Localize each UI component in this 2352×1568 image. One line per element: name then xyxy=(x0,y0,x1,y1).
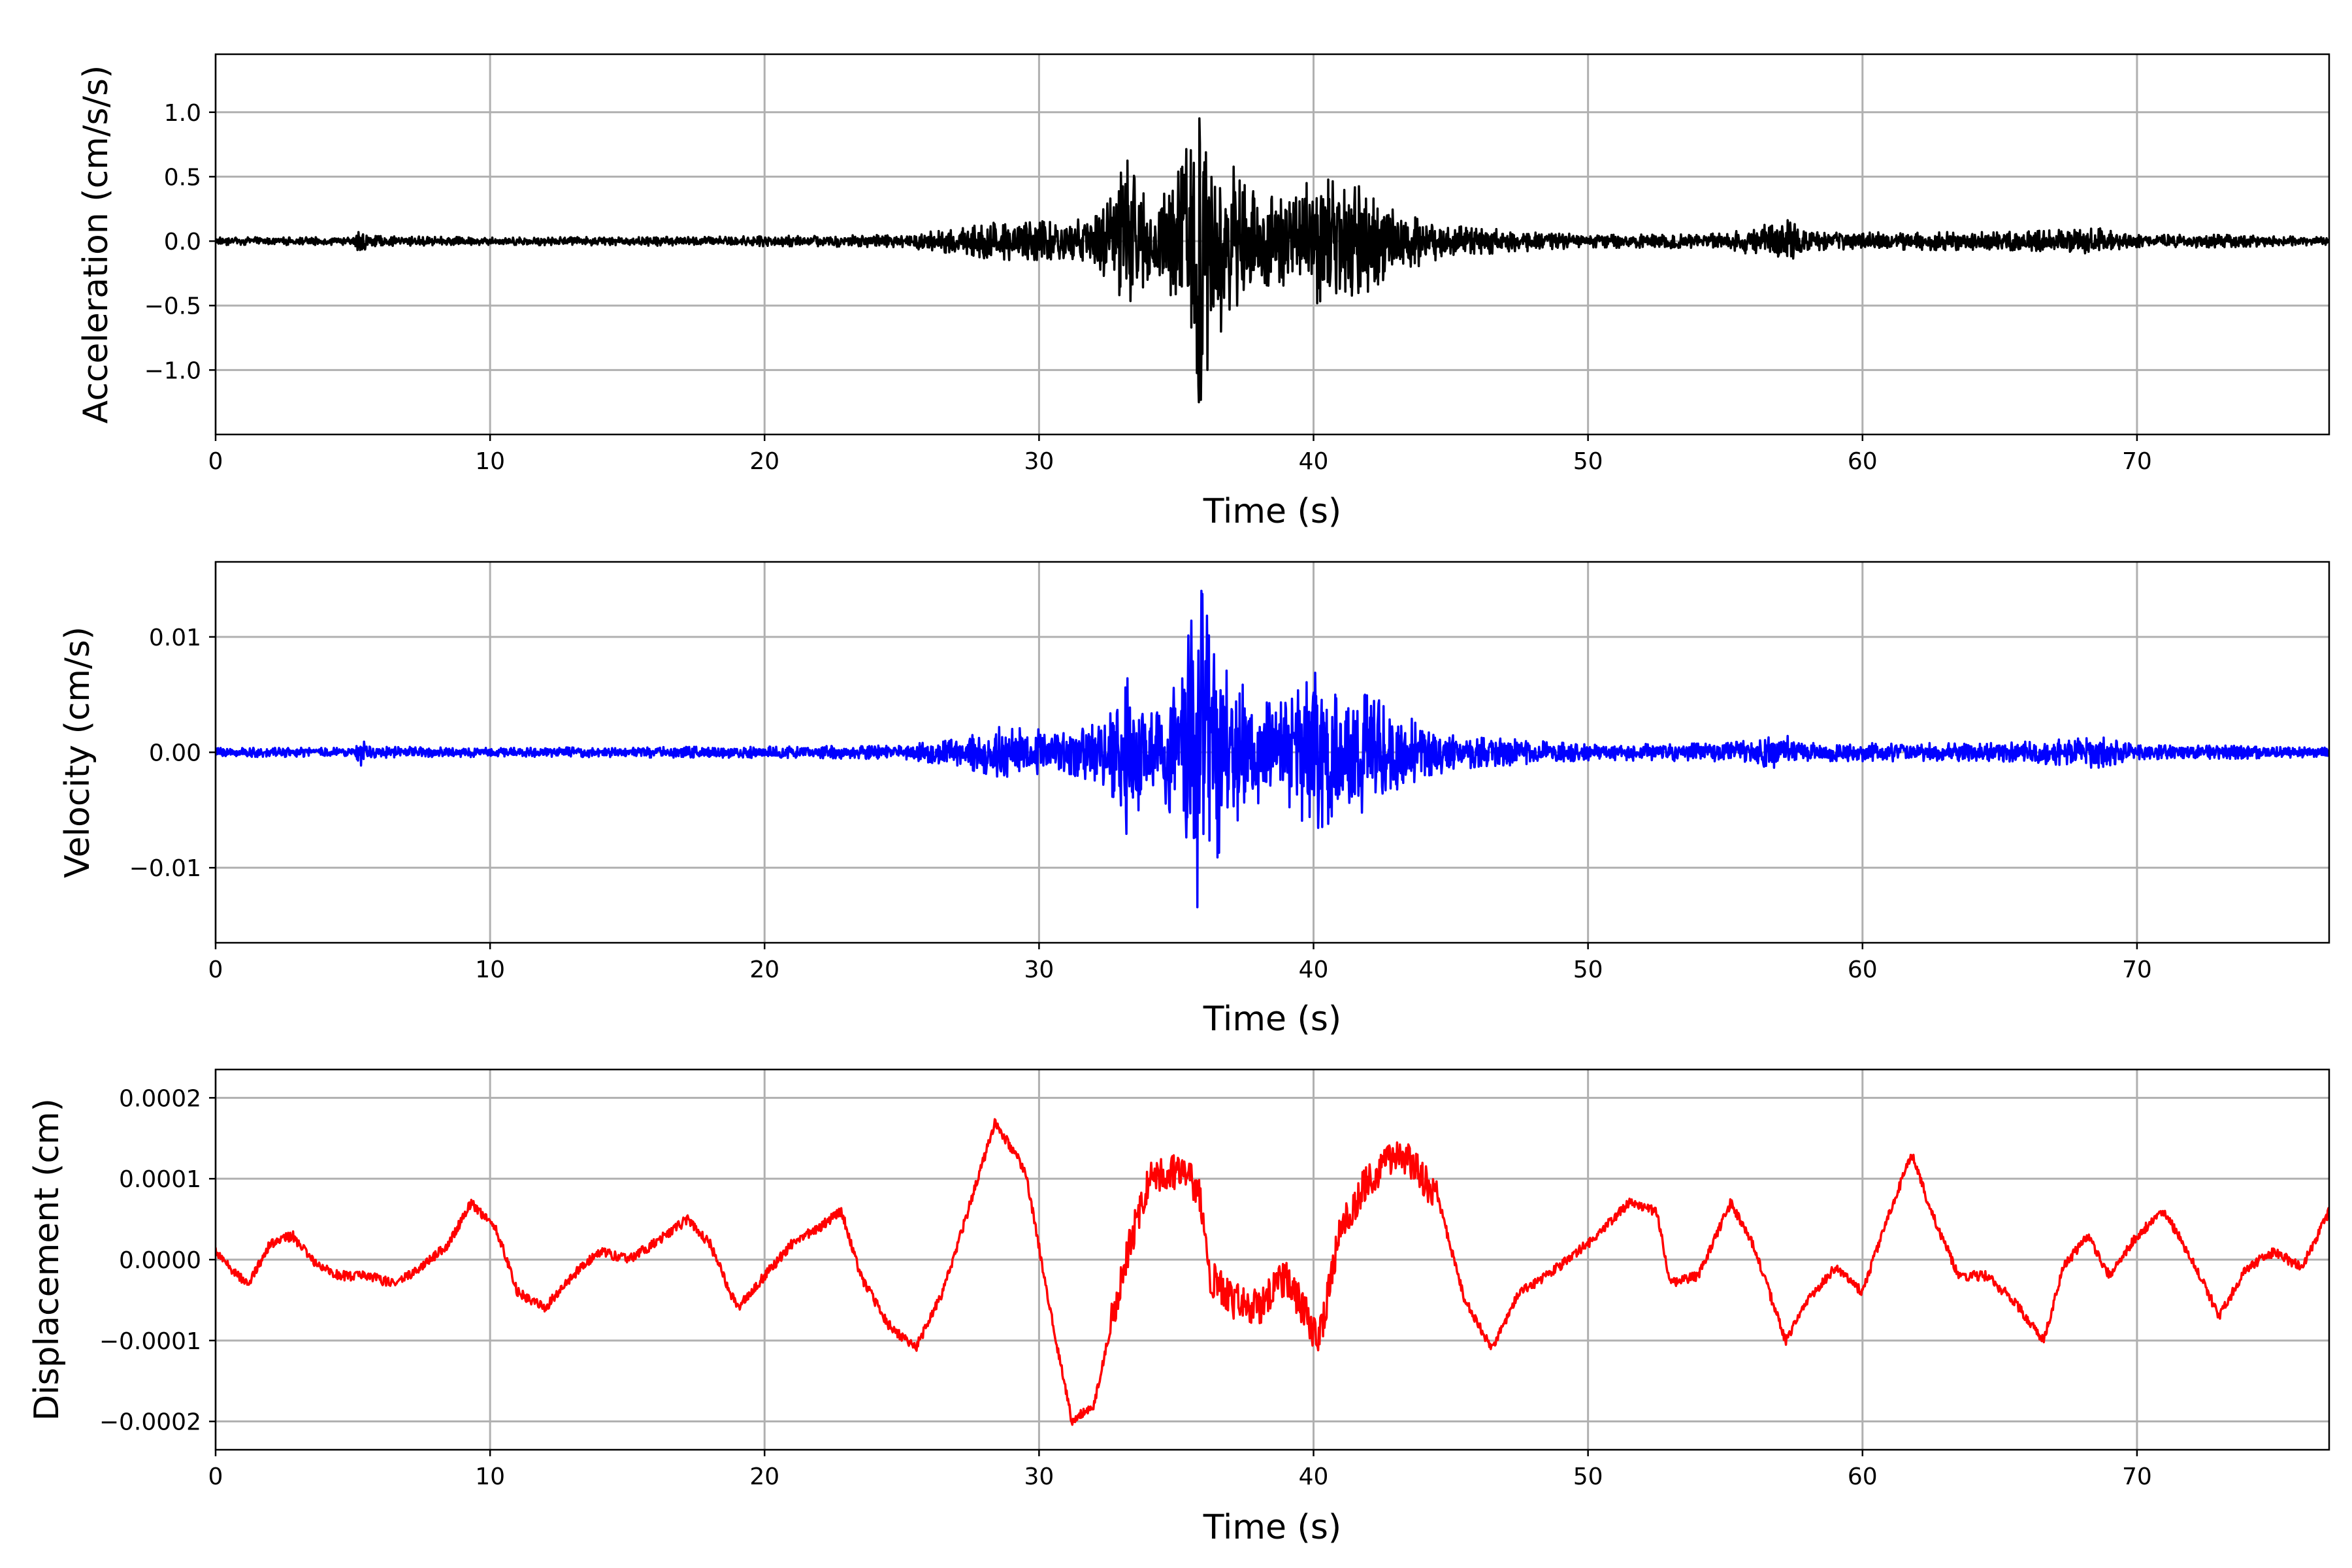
y-tick-label: 0.00 xyxy=(149,740,201,767)
x-tick-label: 0 xyxy=(208,448,223,475)
x-tick-label: 20 xyxy=(749,956,779,983)
x-tick-label: 50 xyxy=(1573,956,1603,983)
x-tick-label: 70 xyxy=(2122,1463,2152,1490)
series-line-displacement xyxy=(216,1118,2329,1426)
x-tick-label: 40 xyxy=(1299,1463,1329,1490)
y-tick-label: 0.0 xyxy=(164,229,201,255)
y-axis-label: Displacement (cm) xyxy=(27,1098,67,1421)
x-tick-label: 20 xyxy=(749,448,779,475)
x-tick-label: 0 xyxy=(208,956,223,983)
x-tick-label: 40 xyxy=(1299,956,1329,983)
x-tick-label: 40 xyxy=(1299,448,1329,475)
y-tick-label: 0.0000 xyxy=(119,1247,201,1274)
x-tick-label: 10 xyxy=(475,1463,505,1490)
series-line-acceleration xyxy=(216,117,2329,404)
y-tick-label: 0.01 xyxy=(149,625,201,651)
x-tick-label: 60 xyxy=(1848,956,1878,983)
x-tick-label: 10 xyxy=(475,956,505,983)
x-tick-label: 20 xyxy=(749,1463,779,1490)
series-line-velocity xyxy=(216,589,2329,909)
y-tick-label: −0.5 xyxy=(144,293,201,320)
axes-frame xyxy=(214,53,2330,436)
subplot-displacement: 0 10 20 30 40 50 60 70 −0.0002 −0.0001 0.0000 0.000… xyxy=(27,1068,2330,1547)
y-tick-label: 0.5 xyxy=(164,164,201,191)
y-tick-label: 0.0002 xyxy=(119,1085,201,1112)
subplots: 0 10 20 30 40 50 60 70 −1.0 −0.5 0.0 0.5 1.0 Time (s)… xyxy=(27,53,2330,1547)
y-axis-label: Velocity (cm/s) xyxy=(58,627,97,878)
x-tick-label: 50 xyxy=(1573,448,1603,475)
x-axis-label: Time (s) xyxy=(1203,492,1341,531)
x-tick-label: 50 xyxy=(1573,1463,1603,1490)
x-axis-label: Time (s) xyxy=(1203,1508,1341,1547)
y-tick-label: 0.0001 xyxy=(119,1166,201,1193)
y-tick-label: −0.0001 xyxy=(99,1328,201,1355)
x-tick-label: 70 xyxy=(2122,448,2152,475)
x-tick-label: 30 xyxy=(1024,448,1054,475)
x-tick-label: 60 xyxy=(1848,448,1878,475)
x-axis-label: Time (s) xyxy=(1203,1000,1341,1039)
x-tick-label: 30 xyxy=(1024,956,1054,983)
x-tick-label: 30 xyxy=(1024,1463,1054,1490)
y-tick-label: −0.01 xyxy=(129,855,201,882)
x-tick-label: 70 xyxy=(2122,956,2152,983)
subplot-velocity: 0 10 20 30 40 50 60 70 −0.01 0.00 0.01 Time (s) Velo… xyxy=(58,561,2330,1039)
x-tick-label: 10 xyxy=(475,448,505,475)
y-tick-label: −0.0002 xyxy=(99,1409,201,1436)
y-tick-label: 1.0 xyxy=(164,100,201,127)
subplot-acceleration: 0 10 20 30 40 50 60 70 −1.0 −0.5 0.0 0.5 1.0 Time (s)… xyxy=(76,53,2330,531)
y-axis-label: Acceleration (cm/s/s) xyxy=(76,65,116,424)
x-tick-label: 60 xyxy=(1848,1463,1878,1490)
x-tick-label: 0 xyxy=(208,1463,223,1490)
y-tick-label: −1.0 xyxy=(144,357,201,384)
